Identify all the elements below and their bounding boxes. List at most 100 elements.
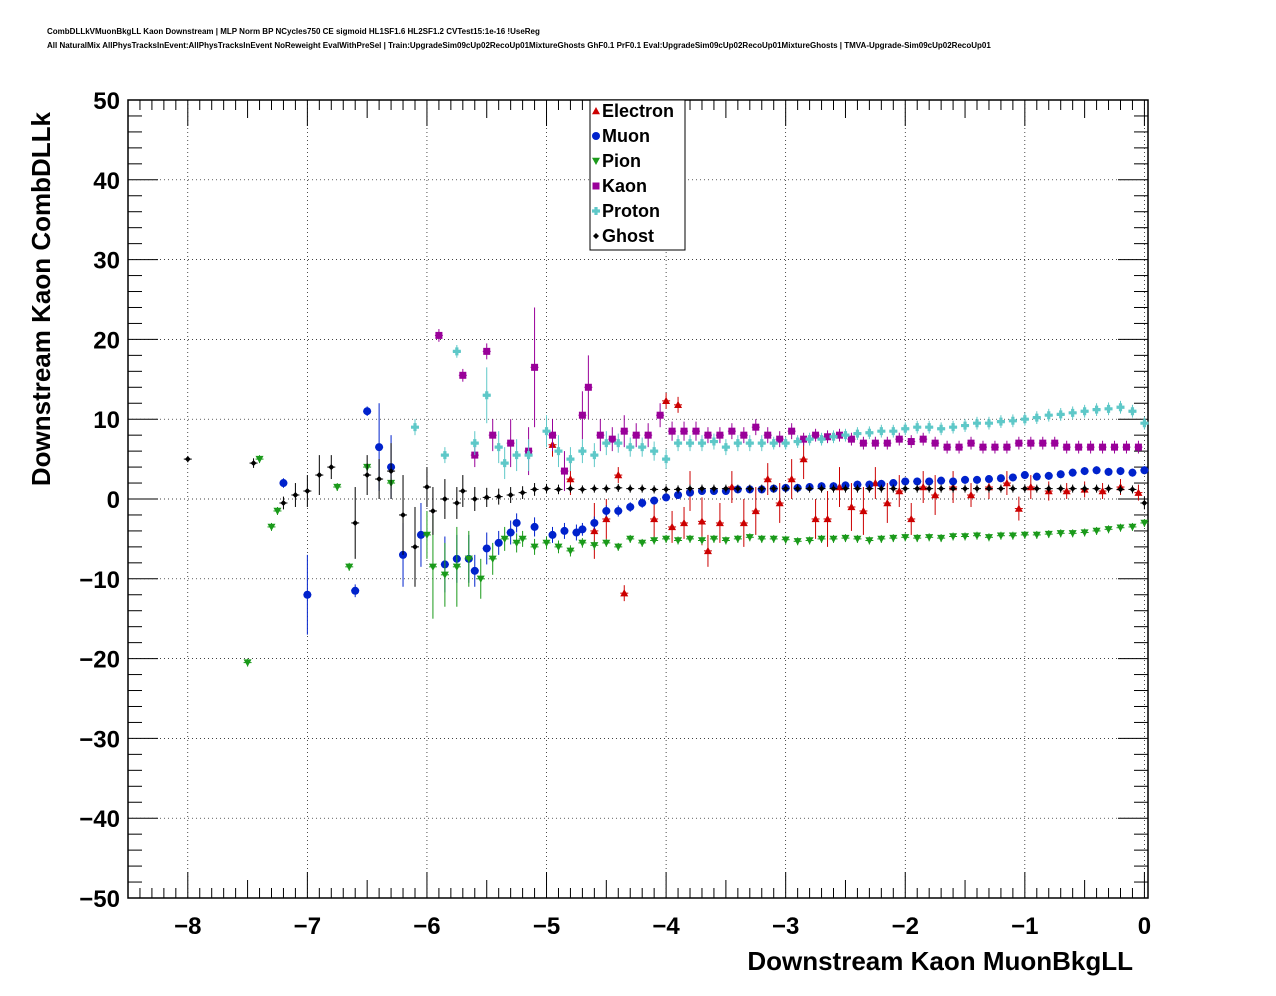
ghost-point <box>710 485 717 492</box>
muon-point <box>626 502 635 511</box>
pion-point <box>817 535 826 543</box>
pion-point <box>267 523 276 531</box>
electron-point <box>1014 504 1023 512</box>
proton-point <box>841 431 850 440</box>
ghost-point <box>328 464 335 471</box>
pion-point <box>1008 532 1017 540</box>
ghost-point <box>495 493 502 500</box>
pion-point <box>662 535 671 543</box>
x-tick-label: −6 <box>413 913 440 940</box>
kaon-point <box>644 431 652 439</box>
ghost-point <box>615 484 622 491</box>
electron-point <box>931 491 940 499</box>
electron-point <box>751 506 760 515</box>
electron-point <box>883 498 892 507</box>
y-tick-label: 30 <box>93 248 120 275</box>
kaon-point <box>967 439 975 447</box>
pion-point <box>1092 527 1101 535</box>
ghost-point <box>1069 485 1076 492</box>
pion-point <box>1068 530 1077 538</box>
kaon-point <box>489 431 497 439</box>
pion-point <box>602 539 611 547</box>
proton-point <box>470 439 479 448</box>
ghost-point <box>304 488 311 495</box>
pion-point <box>925 534 934 542</box>
ghost-point <box>429 507 436 514</box>
electron-point <box>566 475 575 483</box>
pion-point <box>614 543 623 551</box>
electron-point <box>650 514 659 523</box>
electron-point <box>739 518 748 527</box>
ghost-point <box>1105 485 1112 492</box>
ghost-point <box>746 485 753 492</box>
muon-point <box>1008 473 1017 482</box>
kaon-point <box>764 431 772 439</box>
muon-point <box>602 506 611 515</box>
pion-point <box>793 538 802 546</box>
pion-point <box>518 535 527 543</box>
pion-point <box>769 535 778 543</box>
ghost-point <box>1033 485 1040 492</box>
legend-marker-kaon <box>592 182 600 190</box>
y-tick-label: −20 <box>79 647 120 674</box>
ghost-point <box>441 496 448 502</box>
y-tick-label: 10 <box>93 407 120 434</box>
proton-point <box>925 423 934 432</box>
kaon-point <box>584 383 592 391</box>
muon-point <box>363 407 372 416</box>
proton-point <box>1140 419 1149 428</box>
ghost-point <box>591 485 598 492</box>
chart-header-line-1: CombDLLkVMuonBkgLL Kaon Downstream | MLP… <box>47 27 540 36</box>
kaon-point <box>596 431 604 439</box>
proton-point <box>1116 403 1125 412</box>
legend-marker-ghost <box>593 233 599 239</box>
pion-point <box>530 543 539 551</box>
x-tick-label: −5 <box>533 913 560 940</box>
muon-point <box>1104 467 1113 476</box>
muon-point <box>901 477 910 486</box>
pion-point <box>877 535 886 543</box>
x-tick-label: −7 <box>294 913 321 940</box>
muon-point <box>638 498 647 507</box>
pion-point <box>243 659 252 667</box>
kaon-point <box>728 427 736 435</box>
pion-point <box>333 483 342 492</box>
muon-point <box>1056 470 1065 479</box>
electron-point <box>811 514 820 523</box>
kaon-point <box>459 371 467 379</box>
kaon-point <box>919 435 927 443</box>
ghost-point <box>1093 485 1100 492</box>
proton-point <box>973 419 982 428</box>
ghost-point <box>459 488 466 495</box>
y-tick-label: 50 <box>93 88 120 115</box>
kaon-point <box>907 438 915 446</box>
ghost-point <box>997 485 1004 492</box>
proton-point <box>524 451 533 460</box>
proton-point <box>853 429 862 438</box>
ghost-point <box>1081 485 1088 492</box>
muon-point <box>1116 467 1125 476</box>
proton-point <box>1080 407 1089 416</box>
muon-point <box>506 528 515 537</box>
ghost-point <box>854 485 861 492</box>
ghost-point <box>579 486 586 493</box>
pion-point <box>841 534 850 543</box>
proton-point <box>500 459 509 468</box>
pion-point <box>542 539 551 547</box>
ghost-point <box>531 486 538 493</box>
kaon-point <box>788 427 796 435</box>
ghost-point <box>543 485 550 492</box>
muon-point <box>961 475 970 484</box>
ghost-point <box>830 485 837 492</box>
electron-point <box>620 589 629 597</box>
proton-point <box>590 451 599 460</box>
kaon-point <box>847 435 855 443</box>
ghost-point <box>639 485 646 492</box>
proton-point <box>410 423 419 432</box>
pion-point <box>889 534 898 543</box>
muon-point <box>530 522 539 531</box>
series-kaon <box>434 307 1143 492</box>
kaon-point <box>435 331 443 339</box>
muon-point <box>416 530 425 539</box>
ghost-point <box>364 472 371 479</box>
